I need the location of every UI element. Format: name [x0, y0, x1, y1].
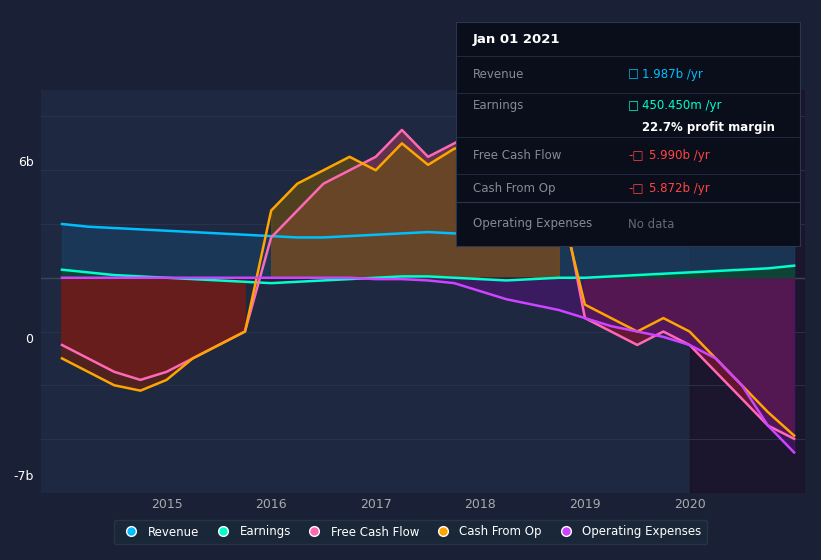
Text: Operating Expenses: Operating Expenses	[473, 217, 592, 231]
Text: 5.990b /yr: 5.990b /yr	[649, 149, 709, 162]
Text: -□: -□	[628, 182, 644, 195]
Bar	[690, 90, 805, 493]
Legend: Revenue, Earnings, Free Cash Flow, Cash From Op, Operating Expenses: Revenue, Earnings, Free Cash Flow, Cash …	[114, 520, 707, 544]
Text: 6b: 6b	[18, 156, 34, 169]
Text: Cash From Op: Cash From Op	[473, 182, 555, 195]
Text: 1.987b /yr: 1.987b /yr	[642, 68, 703, 81]
Text: -□: -□	[628, 149, 644, 162]
Text: 450.450m /yr: 450.450m /yr	[642, 99, 722, 112]
Text: □: □	[628, 99, 640, 112]
Text: 5.872b /yr: 5.872b /yr	[649, 182, 709, 195]
Text: No data: No data	[628, 217, 674, 231]
Text: Revenue: Revenue	[473, 68, 525, 81]
Text: -7b: -7b	[13, 470, 34, 483]
Text: Free Cash Flow: Free Cash Flow	[473, 149, 562, 162]
Text: Earnings: Earnings	[473, 99, 525, 112]
Text: 22.7% profit margin: 22.7% profit margin	[642, 121, 775, 134]
Text: □: □	[628, 68, 640, 81]
Text: 0: 0	[25, 333, 34, 346]
Text: Jan 01 2021: Jan 01 2021	[473, 32, 561, 45]
